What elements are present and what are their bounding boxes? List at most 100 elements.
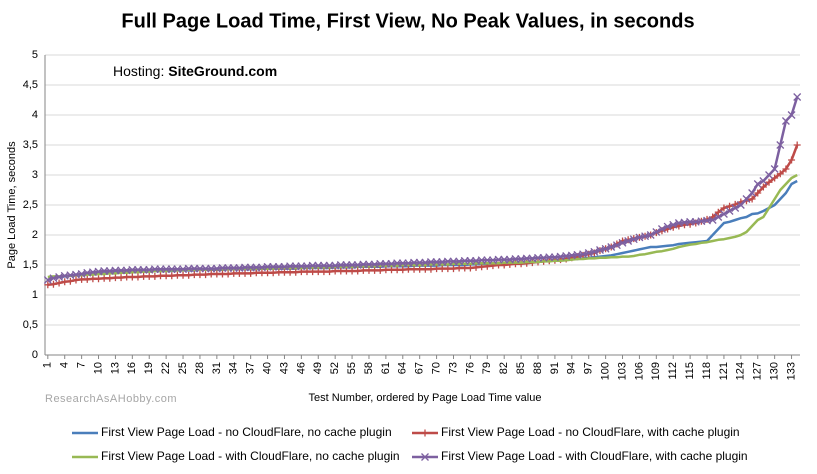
point-marker	[460, 256, 469, 265]
point-marker	[162, 265, 171, 274]
point-marker	[229, 264, 238, 272]
point-marker	[782, 165, 790, 173]
point-marker	[590, 247, 599, 256]
point-marker	[646, 231, 655, 239]
point-marker	[477, 256, 486, 265]
point-marker	[342, 261, 351, 269]
point-marker	[449, 257, 458, 266]
point-marker	[49, 280, 57, 288]
point-marker	[139, 265, 148, 274]
point-marker	[663, 222, 672, 231]
series-line	[47, 96, 799, 282]
x-tick-label: 31	[211, 362, 223, 374]
x-tick-label: 115	[684, 362, 696, 380]
point-marker	[624, 237, 633, 245]
point-marker	[173, 265, 182, 274]
point-marker	[686, 217, 695, 226]
x-tick-label: 34	[228, 362, 240, 374]
point-marker	[787, 111, 796, 119]
point-marker	[376, 259, 385, 268]
x-tick-label: 55	[346, 362, 358, 374]
x-tick-label: 19	[143, 362, 155, 374]
x-tick-label: 73	[447, 362, 459, 374]
point-marker	[184, 264, 193, 273]
x-tick-label: 85	[515, 362, 527, 374]
point-marker	[793, 141, 801, 149]
x-tick-label: 133	[785, 362, 797, 380]
point-marker	[393, 259, 402, 268]
y-tick-label: 3,5	[23, 139, 38, 151]
point-marker	[726, 202, 734, 210]
point-marker	[754, 189, 762, 197]
x-tick-label: 52	[329, 362, 341, 374]
x-tick-label: 13	[109, 362, 121, 374]
point-marker	[725, 207, 734, 215]
annotation-label: Hosting:	[113, 63, 164, 79]
point-marker	[793, 93, 802, 101]
point-marker	[545, 253, 554, 262]
x-tick-label: 7	[76, 362, 88, 368]
y-tick-label: 1,5	[23, 259, 38, 271]
point-marker	[263, 262, 272, 271]
x-tick-label: 79	[481, 362, 493, 374]
watermark: ResearchAsAHobby.com	[45, 393, 177, 405]
point-marker	[348, 261, 357, 269]
x-tick-label: 118	[701, 362, 713, 380]
x-tick-label: 22	[160, 362, 172, 374]
point-marker	[55, 279, 63, 287]
legend-label: First View Page Load - with CloudFlare, …	[101, 449, 400, 463]
y-tick-label: 2,5	[23, 199, 38, 211]
x-tick-label: 112	[667, 362, 679, 380]
legend-label: First View Page Load - no CloudFlare, wi…	[441, 425, 740, 439]
x-tick-label: 100	[600, 362, 612, 380]
x-tick-label: 82	[498, 362, 510, 374]
point-marker	[117, 266, 126, 275]
x-tick-label: 97	[583, 362, 595, 374]
x-tick-label: 106	[633, 362, 645, 380]
point-marker	[150, 265, 159, 274]
point-marker	[618, 238, 627, 247]
point-marker	[657, 225, 666, 233]
point-marker	[612, 241, 621, 250]
x-tick-label: 67	[414, 362, 426, 374]
x-tick-label: 64	[397, 362, 409, 374]
point-marker	[534, 253, 542, 262]
point-marker	[190, 264, 199, 273]
x-tick-label: 28	[194, 362, 206, 374]
point-marker	[466, 256, 475, 265]
point-marker	[195, 264, 204, 273]
point-marker	[66, 277, 74, 285]
point-marker	[100, 267, 109, 275]
point-marker	[629, 235, 638, 244]
point-marker	[207, 264, 216, 273]
point-marker	[788, 156, 796, 164]
point-marker	[443, 257, 452, 266]
point-marker	[156, 265, 165, 274]
x-tick-label: 58	[363, 362, 375, 374]
annotation: Hosting: SiteGround.com	[113, 63, 277, 79]
y-tick-label: 4,5	[23, 79, 38, 91]
x-tick-label: 4	[59, 362, 71, 368]
legend-label: First View Page Load - no CloudFlare, no…	[101, 425, 392, 439]
point-marker	[274, 262, 283, 271]
y-tick-label: 4	[32, 109, 38, 121]
point-marker	[246, 263, 255, 272]
point-marker	[336, 261, 345, 269]
x-tick-label: 40	[261, 362, 273, 374]
point-marker	[359, 260, 368, 269]
point-marker	[714, 208, 722, 216]
point-marker	[770, 165, 779, 173]
point-marker	[297, 262, 306, 271]
y-tick-label: 3	[32, 169, 38, 181]
x-tick-label: 37	[245, 362, 257, 374]
point-marker	[128, 265, 137, 274]
point-marker	[432, 258, 441, 266]
x-tick-label: 121	[718, 362, 730, 380]
y-axis-title: Page Load Time, seconds	[6, 141, 18, 269]
point-marker	[111, 266, 120, 275]
annotation-host: SiteGround.com	[168, 63, 277, 79]
point-marker	[511, 255, 520, 263]
point-marker	[765, 178, 773, 186]
point-marker	[494, 255, 503, 264]
